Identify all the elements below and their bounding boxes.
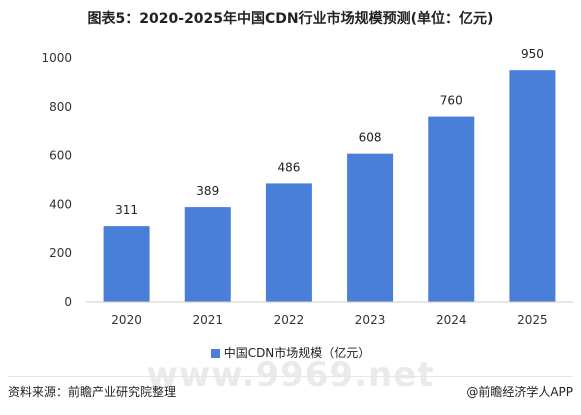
x-tick-label: 2025: [517, 313, 548, 327]
chart-title: 图表5：2020-2025年中国CDN行业市场规模预测(单位：亿元): [87, 11, 494, 27]
brand-note: @前瞻经济学人APP: [466, 385, 573, 399]
bar-value-label: 311: [115, 203, 138, 217]
bar-value-label: 486: [277, 160, 300, 174]
legend: 中国CDN市场规模（亿元）: [0, 344, 581, 361]
watermark: www.9969.net: [146, 355, 435, 395]
bar: [265, 183, 312, 302]
x-tick-label: 2024: [436, 313, 467, 327]
x-tick-label: 2021: [192, 313, 223, 327]
y-tick-label: 1000: [41, 51, 72, 65]
bars: 311 389 486 608 760 950: [103, 47, 556, 302]
y-tick-label: 400: [49, 197, 72, 211]
y-tick-label: 800: [49, 100, 72, 114]
footer-divider: [8, 376, 573, 377]
y-tick-label: 0: [64, 295, 72, 309]
bar: [509, 70, 556, 302]
x-tick-label: 2022: [274, 313, 305, 327]
legend-label: 中国CDN市场规模（亿元）: [223, 346, 371, 360]
footer: 资料来源：前瞻产业研究院整理 @前瞻经济学人APP: [8, 383, 573, 401]
bar-value-label: 608: [359, 131, 382, 145]
bar: [103, 226, 150, 302]
bar: [184, 207, 231, 302]
bar-value-label: 760: [440, 94, 463, 108]
bar-value-label: 389: [196, 184, 219, 198]
bar: [428, 116, 475, 302]
x-axis: 2020 2021 2022 2023 2024 2025: [86, 301, 573, 327]
x-tick-label: 2023: [355, 313, 386, 327]
y-tick-label: 600: [49, 149, 72, 163]
bar: [347, 153, 394, 302]
source-note: 资料来源：前瞻产业研究院整理: [8, 385, 177, 399]
legend-swatch: [210, 349, 220, 358]
y-axis: 0 200 400 600 800 1000: [41, 51, 72, 309]
x-tick-label: 2020: [111, 313, 142, 327]
bar-value-label: 950: [521, 47, 544, 61]
y-tick-label: 200: [49, 246, 72, 260]
